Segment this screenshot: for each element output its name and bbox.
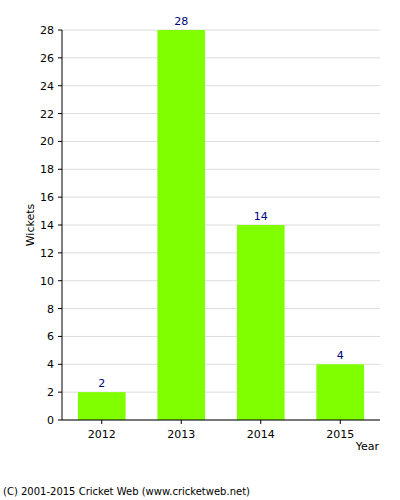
y-tick [58, 85, 62, 86]
y-tick [58, 336, 62, 337]
x-axis-title: Year [355, 440, 380, 453]
y-tick-label: 16 [40, 191, 54, 204]
y-tick-label: 4 [47, 358, 54, 371]
y-axis-title: Wickets [24, 203, 37, 246]
bar [78, 392, 126, 420]
y-tick-label: 18 [40, 163, 54, 176]
grid-line [62, 113, 380, 114]
y-tick-label: 10 [40, 275, 54, 288]
y-axis [62, 30, 63, 420]
x-tick [181, 420, 182, 424]
chart: 0246810121416182022242628228144201220132… [0, 0, 400, 500]
y-tick [58, 113, 62, 114]
y-tick-label: 20 [40, 135, 54, 148]
y-tick [58, 364, 62, 365]
grid-line [62, 420, 380, 421]
grid-line [62, 197, 380, 198]
y-tick [58, 252, 62, 253]
y-tick-label: 22 [40, 108, 54, 121]
y-tick [58, 392, 62, 393]
grid-line [62, 280, 380, 281]
y-tick-label: 28 [40, 24, 54, 37]
y-tick-label: 6 [47, 330, 54, 343]
y-tick [58, 280, 62, 281]
y-tick-label: 24 [40, 80, 54, 93]
x-axis [62, 420, 380, 421]
bar [316, 364, 364, 420]
grid-line [62, 141, 380, 142]
x-tick [260, 420, 261, 424]
grid-line [62, 57, 380, 58]
y-tick-label: 2 [47, 386, 54, 399]
bar [237, 225, 285, 420]
y-tick [58, 197, 62, 198]
x-tick-label: 2013 [167, 428, 195, 441]
data-label: 4 [337, 349, 344, 362]
grid-line [62, 308, 380, 309]
grid-line [62, 30, 380, 31]
grid-line [62, 169, 380, 170]
grid-line [62, 85, 380, 86]
x-tick-label: 2012 [88, 428, 116, 441]
x-tick-label: 2015 [326, 428, 354, 441]
y-tick [58, 225, 62, 226]
y-tick-label: 14 [40, 219, 54, 232]
y-tick-label: 0 [47, 414, 54, 427]
grid-line [62, 225, 380, 226]
bars [78, 30, 364, 420]
y-tick [58, 30, 62, 31]
y-tick-label: 8 [47, 303, 54, 316]
bar [157, 30, 205, 420]
y-tick [58, 420, 62, 421]
y-tick-label: 12 [40, 247, 54, 260]
y-tick-label: 26 [40, 52, 54, 65]
background [0, 0, 400, 500]
data-label: 28 [174, 15, 188, 28]
y-tick [58, 57, 62, 58]
copyright: (C) 2001-2015 Cricket Web (www.cricketwe… [3, 486, 250, 497]
y-tick [58, 141, 62, 142]
y-tick [58, 308, 62, 309]
x-tick [340, 420, 341, 424]
grid-line [62, 336, 380, 337]
y-tick [58, 169, 62, 170]
x-tick-label: 2014 [247, 428, 275, 441]
x-tick [101, 420, 102, 424]
data-label: 2 [98, 377, 105, 390]
data-label: 14 [254, 210, 268, 223]
grid-line [62, 252, 380, 253]
